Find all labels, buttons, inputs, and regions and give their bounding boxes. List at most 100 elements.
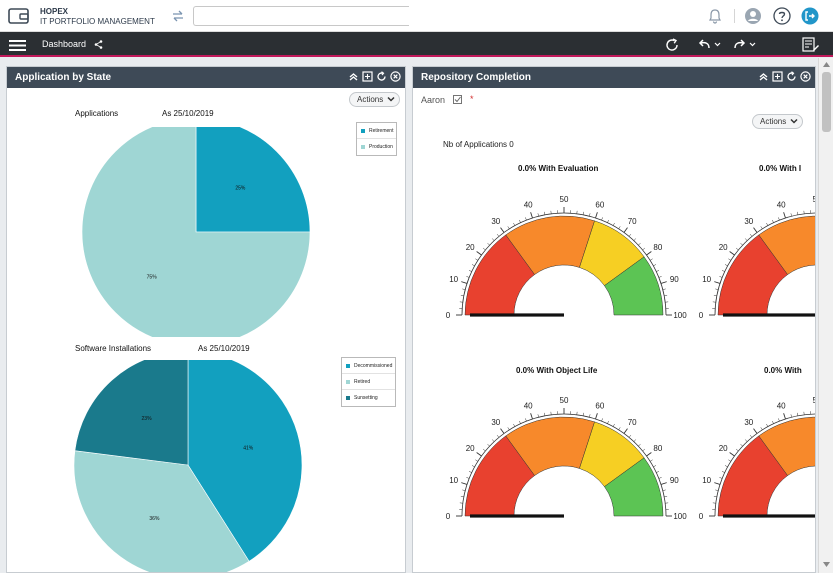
gauge-tick: [607, 420, 609, 424]
scroll-down-icon[interactable]: [822, 561, 831, 568]
collapse-icon[interactable]: [758, 71, 769, 82]
app-subtitle: IT PORTFOLIO MANAGEMENT: [40, 17, 155, 26]
chevron-down-icon: [387, 96, 395, 102]
gauge-tick-label: 20: [466, 243, 475, 252]
actions-button[interactable]: Actions: [349, 92, 401, 107]
software-slice-decommissioned[interactable]: [187, 360, 303, 562]
checkbox-icon[interactable]: [453, 95, 462, 104]
gauge-tick: [724, 465, 728, 468]
gauge-tick-label: 30: [744, 217, 753, 226]
gauge-band: [758, 416, 815, 476]
undo-icon[interactable]: [697, 37, 723, 53]
gauge-tick-label: 80: [653, 444, 662, 453]
gauge-tick-label: 60: [595, 201, 604, 210]
gauge-tick: [462, 288, 466, 290]
actions-button[interactable]: Actions: [752, 114, 804, 129]
applications-legend: Retirement Production: [356, 122, 397, 156]
legend-swatch: [361, 129, 365, 133]
gauge-needle: [470, 514, 564, 518]
gauge-tick-label: 90: [670, 275, 679, 284]
gauge-title-evaluation: 0.0% With Evaluation: [518, 164, 599, 173]
legend-item-decommissioned: Decommissioned: [342, 358, 395, 374]
nb-applications-label: Nb of Applications 0: [443, 140, 514, 149]
software-slice-retired[interactable]: [74, 450, 250, 572]
gauge-tick: [744, 439, 748, 442]
gauge-tick: [537, 414, 539, 418]
gauge-tick: [601, 217, 603, 221]
software-slice-sunsetting[interactable]: [74, 360, 189, 466]
refresh-icon[interactable]: [664, 37, 680, 53]
gauge-tick: [658, 276, 662, 278]
legend-item-retirement: Retirement: [357, 123, 396, 139]
top-bar: HOPEX IT PORTFOLIO MANAGEMENT: [0, 0, 833, 32]
applications-slice-retirement[interactable]: [195, 127, 311, 233]
software-slice-label: 41%: [243, 446, 254, 452]
reload-icon[interactable]: [786, 71, 797, 82]
gauge-tick: [658, 477, 662, 479]
gauge-tick: [628, 434, 632, 438]
scroll-up-icon[interactable]: [822, 61, 831, 68]
edit-list-icon[interactable]: [802, 37, 820, 53]
gauge-tick: [638, 443, 641, 447]
help-icon[interactable]: [773, 7, 791, 25]
gauge-tick: [607, 219, 609, 223]
bell-icon[interactable]: [706, 7, 724, 25]
close-icon[interactable]: [390, 71, 401, 82]
gauge-tick: [719, 477, 723, 479]
gauge-tick: [461, 281, 468, 284]
share-icon[interactable]: [94, 40, 103, 49]
gauge-scale-arc: [461, 413, 667, 517]
gauge-title-object-life: 0.0% With Object Life: [516, 366, 598, 375]
gauge-tick: [728, 459, 732, 462]
gauge-tick: [662, 489, 666, 491]
gauge-tick: [766, 423, 769, 427]
gauge-tick: [491, 439, 495, 442]
gauge-tick: [471, 264, 475, 267]
page-scrollbar[interactable]: [818, 58, 833, 573]
gauge-tick: [582, 412, 584, 416]
gauge-tick-label: 0: [446, 311, 451, 320]
gauge-tick: [519, 219, 521, 223]
gauge-tick: [475, 258, 479, 261]
reload-icon[interactable]: [376, 71, 387, 82]
gauge-tick: [797, 412, 799, 416]
gauge-tick: [582, 211, 584, 215]
gauge-tick: [544, 412, 546, 416]
gauge-title-partial: 0.0% With I: [759, 164, 802, 173]
gauge-tick-label: 80: [653, 243, 662, 252]
collapse-icon[interactable]: [348, 71, 359, 82]
user-avatar-icon[interactable]: [744, 7, 762, 25]
applications-pie-chart: 25% 75%: [81, 127, 311, 337]
gauge-tick: [628, 233, 632, 237]
divider: [734, 9, 735, 23]
redo-icon[interactable]: [732, 37, 758, 53]
hamburger-menu-icon[interactable]: [9, 40, 26, 51]
gauge-tick-label: 40: [524, 201, 533, 210]
software-installations-chart-date: As 25/10/2019: [198, 344, 250, 353]
gauge-tick: [496, 434, 500, 438]
nav-bar: Dashboard: [0, 32, 833, 57]
dashboard-tab[interactable]: Dashboard: [42, 39, 87, 49]
applications-slice-production[interactable]: [81, 127, 311, 337]
gauge-tick-label: 50: [813, 396, 816, 405]
gauge-tick: [468, 471, 472, 473]
search-input[interactable]: [193, 6, 409, 26]
gauge-tick: [646, 452, 652, 457]
software-installations-chart-label: Software Installations: [75, 344, 152, 353]
swap-icon[interactable]: [172, 10, 184, 22]
maximize-icon[interactable]: [362, 71, 373, 82]
gauge-tick: [595, 212, 598, 219]
gauge-tick: [513, 222, 516, 226]
gauge-band: [604, 256, 664, 316]
maximize-icon[interactable]: [772, 71, 783, 82]
applications-slice-label: 75%: [147, 274, 158, 280]
gauge-tick: [525, 418, 527, 422]
gauge-tick: [713, 295, 717, 297]
gauge-needle: [723, 514, 815, 518]
close-icon[interactable]: [800, 71, 811, 82]
scroll-thumb[interactable]: [822, 72, 831, 132]
logout-icon[interactable]: [801, 7, 819, 25]
gauge-tick: [500, 428, 505, 434]
gauge-tick: [618, 427, 621, 431]
